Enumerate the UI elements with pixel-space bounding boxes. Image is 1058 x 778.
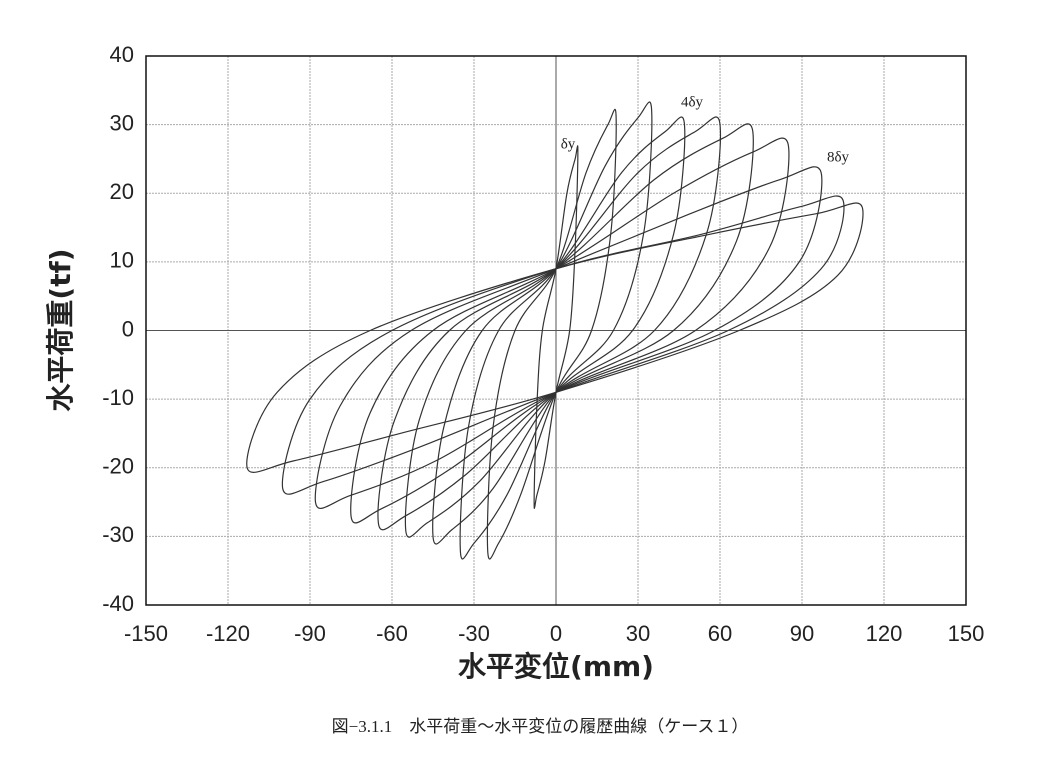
y-tick-label: 40 [110, 42, 134, 67]
hysteresis-loop [314, 166, 823, 509]
y-tick-label: 0 [122, 316, 134, 341]
y-tick-label: -20 [102, 454, 134, 479]
x-tick-label: 120 [866, 621, 903, 646]
annotation: δy [561, 136, 576, 152]
x-tick-label: -30 [458, 621, 490, 646]
y-tick-label: 10 [110, 248, 134, 273]
x-tick-label: 150 [948, 621, 985, 646]
hysteresis-loop [404, 116, 721, 538]
x-tick-label: 0 [550, 621, 562, 646]
y-tick-label: -30 [102, 522, 134, 547]
hysteresis-loop [281, 195, 845, 495]
hysteresis-loop [486, 108, 617, 560]
x-tick-label: 30 [626, 621, 650, 646]
y-tick-label: 20 [110, 179, 134, 204]
hysteresis-loop [459, 101, 653, 560]
plot-frame [145, 55, 967, 606]
y-tick-label: -10 [102, 385, 134, 410]
x-tick-label: -150 [124, 621, 168, 646]
x-tick-label: -120 [206, 621, 250, 646]
hysteresis-loop [533, 145, 579, 509]
y-tick-label: -40 [102, 591, 134, 616]
hysteresis-loop [350, 137, 790, 524]
caption: 図−3.1.1 水平荷重〜水平変位の履歴曲線（ケース１） [332, 717, 749, 736]
hysteresis-loop [246, 202, 864, 473]
x-tick-label: -60 [376, 621, 408, 646]
hysteresis-loop [377, 123, 754, 531]
x-tick-label: -90 [294, 621, 326, 646]
hysteresis-loop [432, 116, 686, 545]
y-axis-title: 水平荷重(tf) [44, 248, 77, 411]
x-tick-label: 90 [790, 621, 814, 646]
y-tick-label: 30 [110, 110, 134, 135]
annotation: 8δy [827, 149, 850, 165]
x-axis-title: 水平変位(mm) [458, 650, 654, 683]
x-tick-label: 60 [708, 621, 732, 646]
annotation: 4δy [681, 94, 704, 110]
